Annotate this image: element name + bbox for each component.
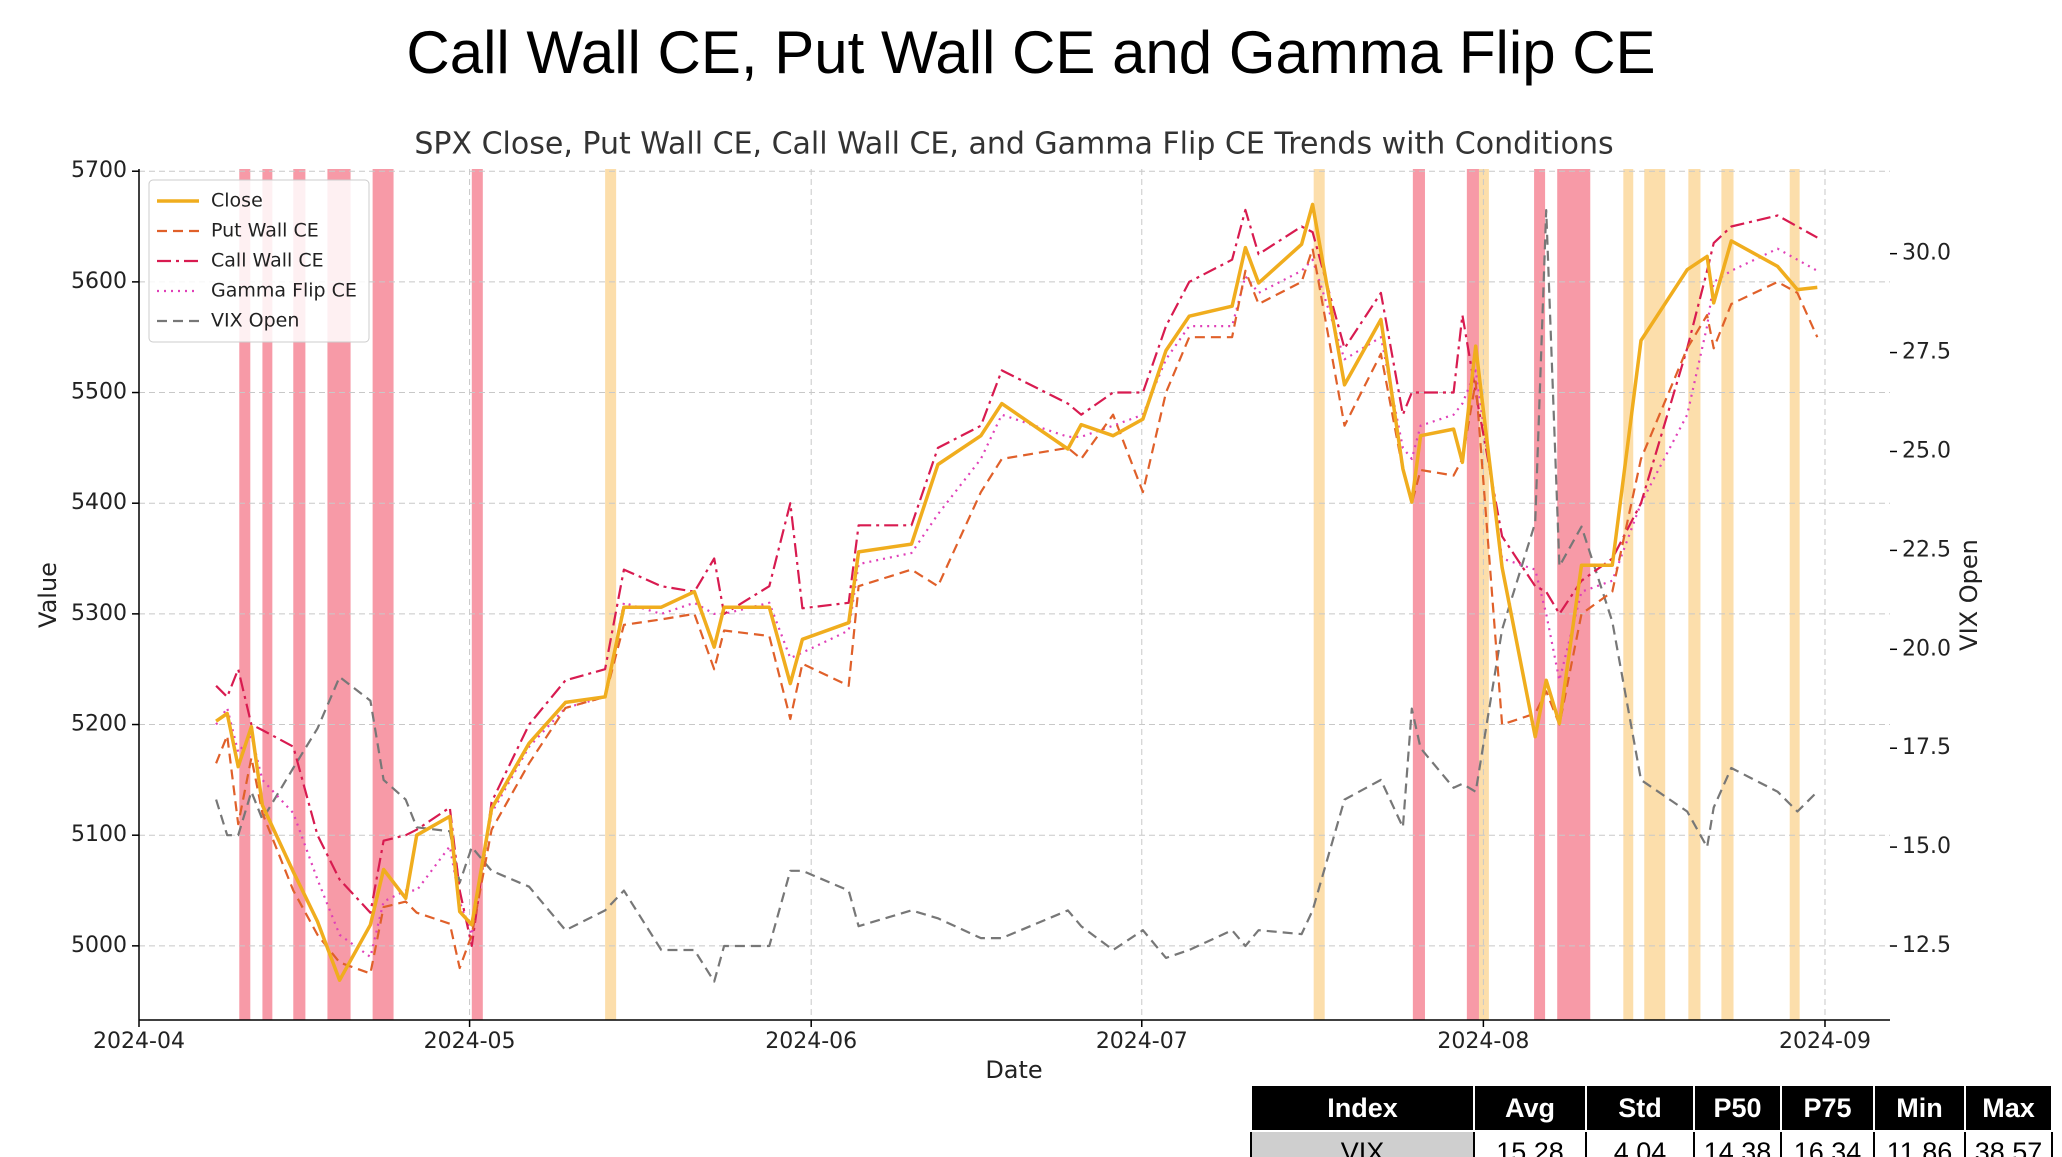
table-cell: 15.28 [1473, 1130, 1587, 1157]
condition-span [1789, 169, 1800, 1020]
y-tick-label: 5500 [71, 380, 127, 405]
chart: SPX Close, Put Wall CE, Call Wall CE, an… [34, 127, 1983, 1081]
y2-tick-label: 20.0 [1902, 636, 1951, 661]
table-header-cell: P50 [1693, 1084, 1782, 1132]
series-line [215, 208, 1818, 948]
condition-span [1688, 169, 1701, 1020]
legend-label: VIX Open [211, 310, 299, 332]
table-header-cell: Min [1873, 1084, 1966, 1132]
legend-box [148, 179, 370, 343]
legend-label: Close [211, 190, 263, 212]
y-tick-label: 5000 [71, 933, 127, 958]
y-tick-label: 5100 [71, 822, 127, 847]
y2-tick-label: 22.5 [1902, 537, 1951, 562]
table-row: VIX 15.28 4.04 14.38 16.34 11.86 38.57 [1250, 1130, 2053, 1157]
condition-span [239, 169, 251, 1020]
condition-span [471, 169, 483, 1020]
table-header-cell: Index [1250, 1084, 1475, 1132]
table-header-cell: P75 [1780, 1084, 1875, 1132]
x-tick-label: 2024-06 [765, 1029, 857, 1054]
condition-span [1412, 169, 1425, 1020]
condition-span [1534, 169, 1546, 1020]
table-cell: 38.57 [1964, 1130, 2053, 1157]
y2-axis-label: VIX Open [1955, 539, 1983, 651]
table-header-cell: Max [1964, 1084, 2053, 1132]
condition-span [1557, 169, 1591, 1020]
table-cell: VIX [1250, 1130, 1475, 1157]
condition-span [1466, 169, 1479, 1020]
x-tick-label: 2024-09 [1779, 1029, 1871, 1054]
y2-tick-label: 12.5 [1902, 933, 1951, 958]
legend-label: Put Wall CE [211, 220, 319, 242]
table-row: Index Avg Std P50 P75 Min Max [1250, 1084, 2053, 1132]
series-line [215, 202, 1818, 982]
y2-tick-label: 17.5 [1902, 735, 1951, 760]
x-axis-label: Date [985, 1056, 1042, 1080]
condition-span [1313, 169, 1325, 1020]
y2-tick-label: 30.0 [1902, 241, 1951, 266]
table-header-cell: Avg [1473, 1084, 1587, 1132]
y-tick-label: 5600 [71, 269, 127, 294]
legend-label: Gamma Flip CE [211, 280, 357, 302]
table-header-cell: Std [1585, 1084, 1695, 1132]
y-axis-label: Value [34, 562, 62, 628]
y2-tick-label: 25.0 [1902, 438, 1951, 463]
legend-label: Call Wall CE [211, 250, 324, 272]
y2-tick-label: 15.0 [1902, 834, 1951, 859]
table-cell: 16.34 [1780, 1130, 1875, 1157]
condition-span [293, 169, 306, 1020]
table-cell: 4.04 [1585, 1130, 1695, 1157]
x-tick-label: 2024-08 [1437, 1029, 1529, 1054]
condition-span [605, 169, 617, 1020]
series-line [215, 247, 1819, 975]
x-tick-label: 2024-05 [424, 1029, 516, 1054]
condition-span [1623, 169, 1634, 1020]
x-tick-label: 2024-07 [1096, 1029, 1188, 1054]
condition-span [1721, 169, 1734, 1020]
page-heading: Call Wall CE, Put Wall CE and Gamma Flip… [406, 19, 1656, 86]
y2-tick-label: 27.5 [1902, 340, 1951, 365]
condition-span [372, 169, 394, 1020]
y-tick-label: 5300 [71, 601, 127, 626]
stats-table: Index Avg Std P50 P75 Min Max VIX 15.28 4.04 14.38… [1250, 1084, 2053, 1157]
table-cell: 11.86 [1873, 1130, 1966, 1157]
chart-title: SPX Close, Put Wall CE, Call Wall CE, an… [414, 127, 1613, 162]
y-tick-label: 5200 [71, 712, 127, 737]
series-line [215, 209, 1819, 983]
condition-span [262, 169, 273, 1020]
condition-span [1478, 169, 1489, 1020]
table-cell: 14.38 [1693, 1130, 1782, 1157]
condition-span [1644, 169, 1666, 1020]
condition-span [327, 169, 351, 1020]
x-tick-label: 2024-04 [93, 1029, 185, 1054]
y-tick-label: 5400 [71, 490, 127, 515]
y-tick-label: 5700 [71, 158, 127, 183]
